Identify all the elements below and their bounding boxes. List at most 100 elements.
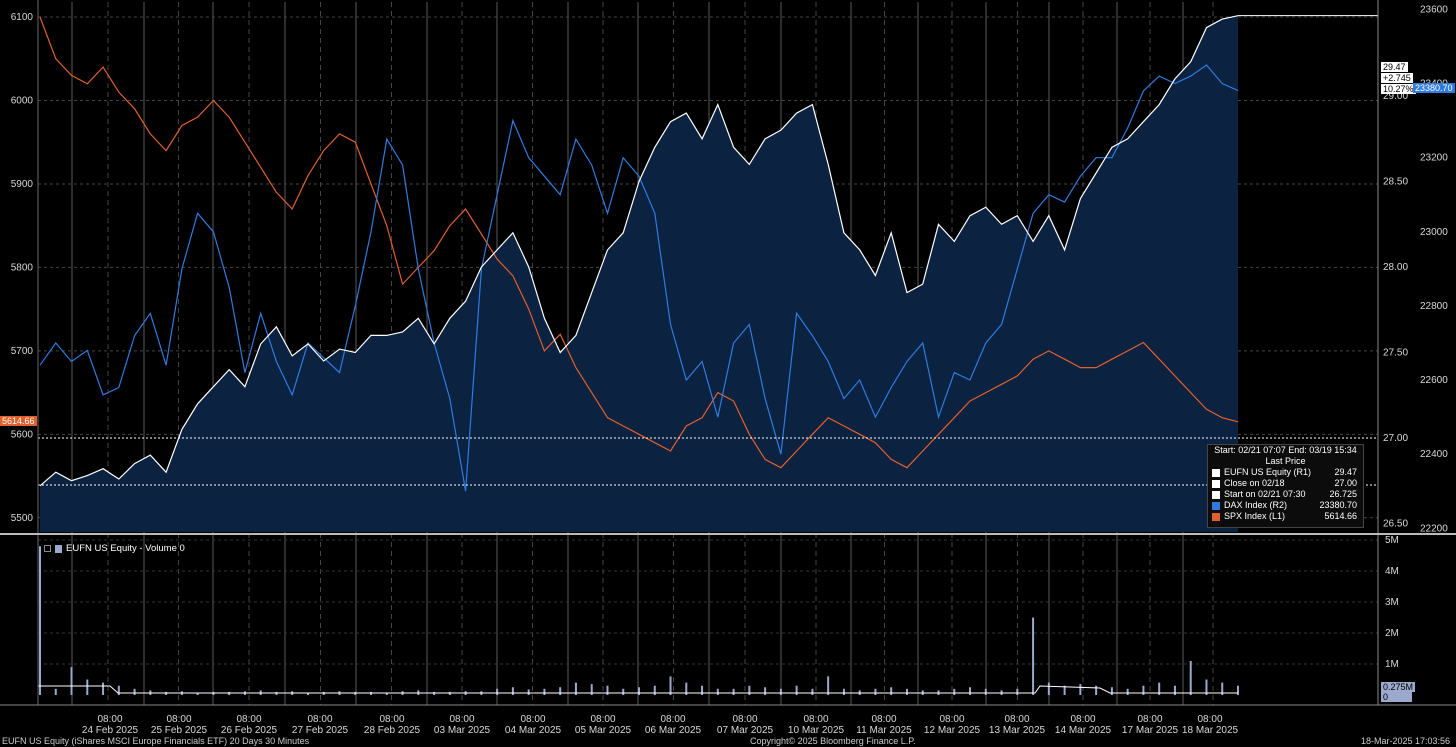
volume-bar (1110, 687, 1113, 695)
legend-row-spx: SPX Index (L1) 5614.66 (1208, 511, 1363, 522)
volume-bar (811, 688, 814, 695)
time-tick-label: 08:00 (1137, 714, 1162, 725)
right2-tick-label: 22600 (1420, 375, 1448, 386)
volume-bar (1205, 679, 1208, 695)
volume-tick-label: 2M (1385, 628, 1399, 639)
volume-bar (1047, 682, 1050, 695)
date-tick-label: 06 Mar 2025 (645, 725, 702, 736)
volume-bar (385, 692, 388, 695)
volume-bar (1016, 688, 1019, 695)
volume-bar (827, 676, 830, 695)
tick-labels: 5500 5600 5700 5800 5900 6000 6100 26.50 27.00 27… (11, 4, 1448, 736)
volume-bar (669, 676, 672, 695)
right2-tick-label: 22400 (1420, 449, 1448, 460)
volume-bar (133, 688, 136, 695)
footer-timestamp: 18-Mar-2025 17:03:56 (1361, 736, 1451, 746)
price-lines (39, 15, 1378, 492)
volume-bar (779, 688, 782, 695)
right1-tick-label: 28.50 (1383, 177, 1408, 188)
date-tick-label: 27 Feb 2025 (292, 725, 349, 736)
footer-copyright: Copyright© 2025 Bloomberg Finance L.P. (750, 736, 916, 746)
volume-tick-label: 3M (1385, 597, 1399, 608)
date-tick-label: 24 Feb 2025 (82, 725, 139, 736)
eufn-change-tag: +2.745 (1381, 73, 1413, 83)
volume-bar (527, 689, 530, 695)
volume-bar (117, 685, 120, 695)
volume-bar (622, 688, 625, 695)
legend-last-price-header: Last Price (1265, 456, 1306, 466)
date-tick-label: 12 Mar 2025 (924, 725, 981, 736)
volume-bar (559, 687, 562, 695)
right2-tick-label: 22200 (1420, 523, 1448, 534)
volume-bar (1158, 682, 1161, 695)
price-legend: Start: 02/21 07:07 End: 03/19 15:34 Last… (1207, 444, 1364, 528)
volume-bar (1095, 685, 1098, 695)
time-tick-label: 08:00 (732, 714, 757, 725)
volume-bar (306, 692, 309, 695)
legend-row-start: Start on 02/21 07:30 26.725 (1208, 489, 1363, 500)
volume-tick-label: 4M (1385, 566, 1399, 577)
time-tick-label: 08:00 (307, 714, 332, 725)
time-tick-label: 08:00 (871, 714, 896, 725)
date-tick-label: 03 Mar 2025 (434, 725, 491, 736)
date-tick-label: 10 Mar 2025 (788, 725, 845, 736)
date-tick-label: 05 Mar 2025 (575, 725, 632, 736)
volume-tick-label: 1M (1385, 659, 1399, 670)
volume-bar (86, 679, 89, 695)
reference-lines (38, 437, 1378, 486)
right1-tick-label: 26.50 (1383, 518, 1408, 529)
time-tick-label: 08:00 (236, 714, 261, 725)
volume-average-line (38, 685, 1238, 694)
volume-bar (70, 667, 73, 695)
left-tick-label: 6000 (11, 95, 34, 106)
volume-bar (574, 682, 577, 695)
right2-tick-label: 23600 (1420, 4, 1448, 15)
volume-bar (701, 685, 704, 695)
volume-bar (1126, 688, 1129, 695)
legend-row-close: Close on 02/18 27.00 (1208, 478, 1363, 489)
volume-bar (496, 688, 499, 695)
volume-bar (511, 687, 514, 695)
right1-tick-label: 27.00 (1383, 433, 1408, 444)
volume-bar (196, 692, 199, 695)
date-tick-label: 11 Mar 2025 (856, 725, 912, 736)
volume-bar (590, 684, 593, 695)
legend-range: Start: 02/21 07:07 End: 03/19 15:34 (1214, 445, 1357, 455)
series-line-dax (39, 64, 1239, 492)
date-tick-label: 14 Mar 2025 (1055, 725, 1112, 736)
axes (0, 0, 1456, 706)
volume-legend: EUFN US Equity - Volume 0 (44, 543, 185, 554)
legend-row-eufn: EUFN US Equity (R1) 29.47 (1208, 467, 1363, 478)
date-tick-label: 26 Feb 2025 (221, 725, 278, 736)
left-tick-label: 5900 (11, 179, 34, 190)
date-tick-label: 07 Mar 2025 (717, 725, 774, 736)
volume-bar (1173, 685, 1176, 695)
legend-toggle-icon[interactable] (44, 545, 51, 552)
date-tick-label: 04 Mar 2025 (505, 725, 562, 736)
volume-bar (1079, 684, 1082, 695)
volume-bar (606, 685, 609, 695)
left-tick-label: 5500 (11, 513, 34, 524)
time-tick-label: 08:00 (803, 714, 828, 725)
volume-bar (795, 685, 798, 695)
volume-bar (969, 687, 972, 695)
volume-bar (543, 688, 546, 695)
date-tick-label: 17 Mar 2025 (1122, 725, 1179, 736)
time-tick-label: 08:00 (166, 714, 191, 725)
volume-bar (1221, 682, 1224, 695)
eufn-area-fill (40, 15, 1238, 532)
volume-bar (890, 687, 893, 695)
volume-bar (905, 688, 908, 695)
volume-bar (1063, 685, 1066, 695)
time-tick-label: 08:00 (1004, 714, 1029, 725)
volume-bar (1189, 660, 1192, 695)
time-tick-label: 08:00 (1197, 714, 1222, 725)
volume-bar (1237, 685, 1239, 695)
time-tick-label: 08:00 (520, 714, 545, 725)
volume-legend-label: EUFN US Equity - Volume 0 (66, 543, 185, 554)
volume-bar (39, 546, 41, 695)
date-tick-label: 18 Mar 2025 (1182, 725, 1239, 736)
left-tick-label: 5600 (11, 429, 34, 440)
time-tick-label: 08:00 (1070, 714, 1095, 725)
